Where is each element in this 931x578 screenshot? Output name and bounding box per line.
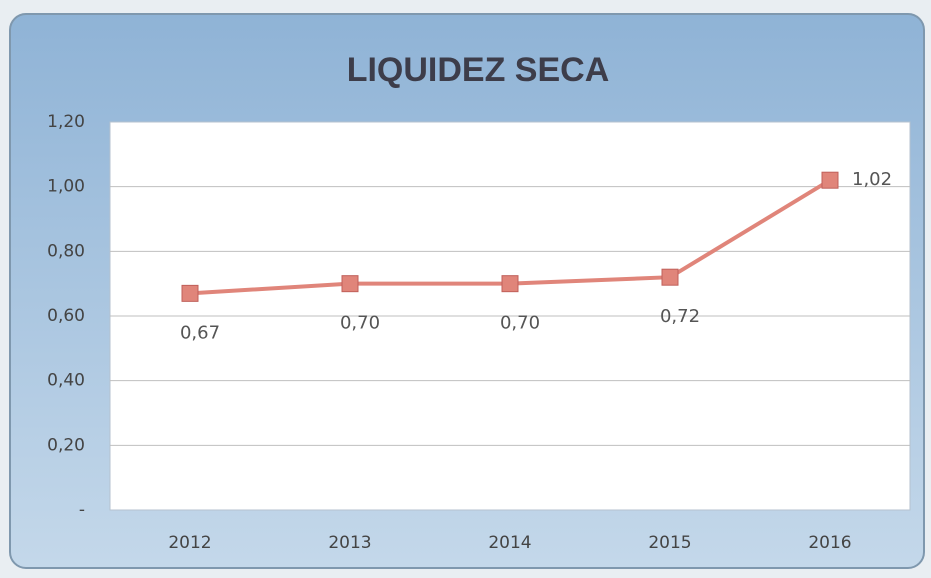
x-tick-label: 2016 bbox=[808, 533, 851, 553]
y-tick-label: 0,80 bbox=[47, 241, 85, 261]
data-label: 0,70 bbox=[500, 313, 540, 334]
data-point bbox=[501, 275, 519, 293]
data-point bbox=[181, 284, 199, 302]
x-tick-label: 2015 bbox=[648, 533, 691, 553]
x-tick-label: 2014 bbox=[488, 533, 531, 553]
y-tick-label: 0,20 bbox=[47, 435, 85, 455]
data-point bbox=[821, 171, 839, 189]
y-tick-label: 1,20 bbox=[47, 112, 85, 132]
x-tick-label: 2013 bbox=[328, 533, 371, 553]
data-point bbox=[341, 275, 359, 293]
data-label: 1,02 bbox=[852, 169, 892, 190]
data-point bbox=[661, 268, 679, 286]
y-tick-label: - bbox=[79, 500, 85, 520]
x-tick-label: 2012 bbox=[168, 533, 211, 553]
y-tick-label: 0,60 bbox=[47, 306, 85, 326]
data-label: 0,70 bbox=[340, 313, 380, 334]
y-tick-label: 0,40 bbox=[47, 371, 85, 391]
chart-title: LIQUIDEZ SECA bbox=[347, 51, 610, 89]
data-label: 0,72 bbox=[660, 306, 700, 327]
y-tick-label: 1,00 bbox=[47, 177, 85, 197]
data-label: 0,67 bbox=[180, 322, 220, 343]
